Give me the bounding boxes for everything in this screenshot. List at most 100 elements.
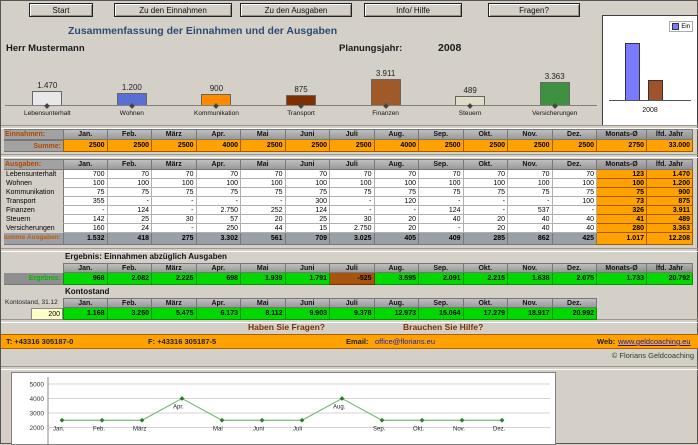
expense-cell[interactable]: 40 (552, 224, 597, 233)
expense-cell[interactable]: - (463, 197, 508, 206)
expense-cell[interactable]: 75 (330, 188, 375, 197)
expense-cell[interactable]: 24 (107, 224, 152, 233)
expense-sum-cell[interactable]: 3.025 (330, 233, 375, 245)
expense-sum-cell[interactable]: 425 (552, 233, 597, 245)
expense-cell[interactable]: 70 (552, 170, 597, 179)
expense-cell[interactable]: 40 (552, 215, 597, 224)
expense-cell[interactable]: 70 (152, 170, 197, 179)
expense-cell[interactable]: - (419, 224, 464, 233)
expense-cell[interactable]: 70 (419, 170, 464, 179)
expense-cell[interactable]: - (241, 197, 286, 206)
expense-cell[interactable]: 160 (63, 224, 108, 233)
result-cell[interactable]: -525 (330, 273, 375, 285)
expense-cell[interactable]: 30 (152, 215, 197, 224)
income-cell[interactable]: 2500 (330, 140, 375, 152)
expense-cell[interactable]: 70 (107, 170, 152, 179)
balance-cell[interactable]: 9.903 (285, 308, 330, 320)
balance-cell[interactable]: 9.378 (330, 308, 375, 320)
expense-sum-cell[interactable]: 1.532 (63, 233, 108, 245)
expense-cell[interactable]: 75 (374, 188, 419, 197)
result-cell[interactable]: 698 (196, 273, 241, 285)
result-cell[interactable]: 1.638 (508, 273, 553, 285)
result-ytd-cell[interactable]: 20.792 (647, 273, 693, 285)
expense-cell[interactable]: - (419, 197, 464, 206)
balance-cell[interactable]: 6.173 (196, 308, 241, 320)
expense-avg-cell[interactable]: 123 (597, 170, 647, 179)
expense-cell[interactable]: 44 (241, 224, 286, 233)
expense-cell[interactable]: 20 (241, 215, 286, 224)
expense-sum-cell[interactable]: 409 (419, 233, 464, 245)
expense-cell[interactable]: 142 (63, 215, 108, 224)
expense-cell[interactable]: 40 (508, 224, 553, 233)
expense-sum-cell[interactable]: 709 (285, 233, 330, 245)
expense-avg-cell[interactable]: 326 (597, 206, 647, 215)
expense-cell[interactable]: 20 (463, 215, 508, 224)
expense-cell[interactable]: 355 (63, 197, 108, 206)
expense-cell[interactable]: 75 (508, 188, 553, 197)
result-cell[interactable]: 1.939 (241, 273, 286, 285)
expense-cell[interactable]: 100 (107, 179, 152, 188)
expense-cell[interactable]: 100 (508, 179, 553, 188)
balance-cell[interactable]: 18.917 (508, 308, 553, 320)
expense-cell[interactable]: 70 (196, 170, 241, 179)
balance-cell[interactable]: 20.992 (552, 308, 597, 320)
expense-avg-cell[interactable]: 280 (597, 224, 647, 233)
income-cell[interactable]: 2500 (508, 140, 553, 152)
expense-cell[interactable]: 100 (552, 179, 597, 188)
expense-cell[interactable]: 75 (107, 188, 152, 197)
email-link[interactable]: office@florians.eu (375, 337, 436, 346)
expense-cell[interactable]: 700 (63, 170, 108, 179)
income-cell[interactable]: 2500 (552, 140, 597, 152)
expense-cell[interactable]: 75 (552, 188, 597, 197)
toolbar-button-zu-den-ausgaben[interactable]: Zu den Ausgaben (240, 3, 352, 17)
expense-cell[interactable]: 100 (330, 179, 375, 188)
income-cell[interactable]: 2500 (285, 140, 330, 152)
balance-cell[interactable]: 12.973 (374, 308, 419, 320)
expense-cell[interactable]: - (374, 206, 419, 215)
expense-cell[interactable]: - (63, 206, 108, 215)
expense-cell[interactable]: 20 (374, 224, 419, 233)
expense-ytd-cell[interactable]: 900 (647, 188, 693, 197)
expense-cell[interactable]: 250 (196, 224, 241, 233)
expense-cell[interactable]: 100 (196, 179, 241, 188)
expense-avg-cell[interactable]: 100 (597, 179, 647, 188)
result-cell[interactable]: 1.791 (285, 273, 330, 285)
income-cell[interactable]: 2500 (107, 140, 152, 152)
expense-cell[interactable]: 2.750 (330, 224, 375, 233)
expense-cell[interactable]: 100 (63, 179, 108, 188)
expense-ytd-cell[interactable]: 1.200 (647, 179, 693, 188)
expense-cell[interactable]: - (330, 206, 375, 215)
expense-cell[interactable]: - (152, 224, 197, 233)
result-cell[interactable]: 2.215 (463, 273, 508, 285)
result-cell[interactable]: 3.595 (374, 273, 419, 285)
expense-sum-cell[interactable]: 862 (508, 233, 553, 245)
toolbar-button-start[interactable]: Start (29, 3, 93, 17)
expense-cell[interactable]: 70 (374, 170, 419, 179)
expense-cell[interactable]: 70 (463, 170, 508, 179)
result-avg-cell[interactable]: 1.733 (597, 273, 647, 285)
income-avg-cell[interactable]: 2750 (597, 140, 647, 152)
expense-sum-cell[interactable]: 3.302 (196, 233, 241, 245)
expense-cell[interactable]: 70 (330, 170, 375, 179)
expense-avg-cell[interactable]: 75 (597, 188, 647, 197)
expense-ytd-cell[interactable]: 1.470 (647, 170, 693, 179)
income-cell[interactable]: 2500 (463, 140, 508, 152)
result-cell[interactable]: 2.225 (152, 273, 197, 285)
expense-sum-cell[interactable]: 285 (463, 233, 508, 245)
expense-avg-cell[interactable]: 41 (597, 215, 647, 224)
expense-cell[interactable]: 75 (152, 188, 197, 197)
result-cell[interactable]: 2.082 (107, 273, 152, 285)
expense-sum-cell[interactable]: 418 (107, 233, 152, 245)
expense-cell[interactable]: - (107, 197, 152, 206)
expense-cell[interactable]: 100 (552, 197, 597, 206)
expense-sum-cell[interactable]: 405 (374, 233, 419, 245)
expense-cell[interactable]: 20 (463, 224, 508, 233)
result-cell[interactable]: 2.075 (552, 273, 597, 285)
expense-cell[interactable]: 100 (152, 179, 197, 188)
expense-cell[interactable]: 75 (241, 188, 286, 197)
expense-sum-avg-cell[interactable]: 1.017 (597, 233, 647, 245)
toolbar-button-zu-den-einnahmen[interactable]: Zu den Einnahmen (114, 3, 232, 17)
expense-cell[interactable]: 75 (285, 188, 330, 197)
expense-cell[interactable]: 100 (241, 179, 286, 188)
income-ytd-cell[interactable]: 33.000 (647, 140, 693, 152)
